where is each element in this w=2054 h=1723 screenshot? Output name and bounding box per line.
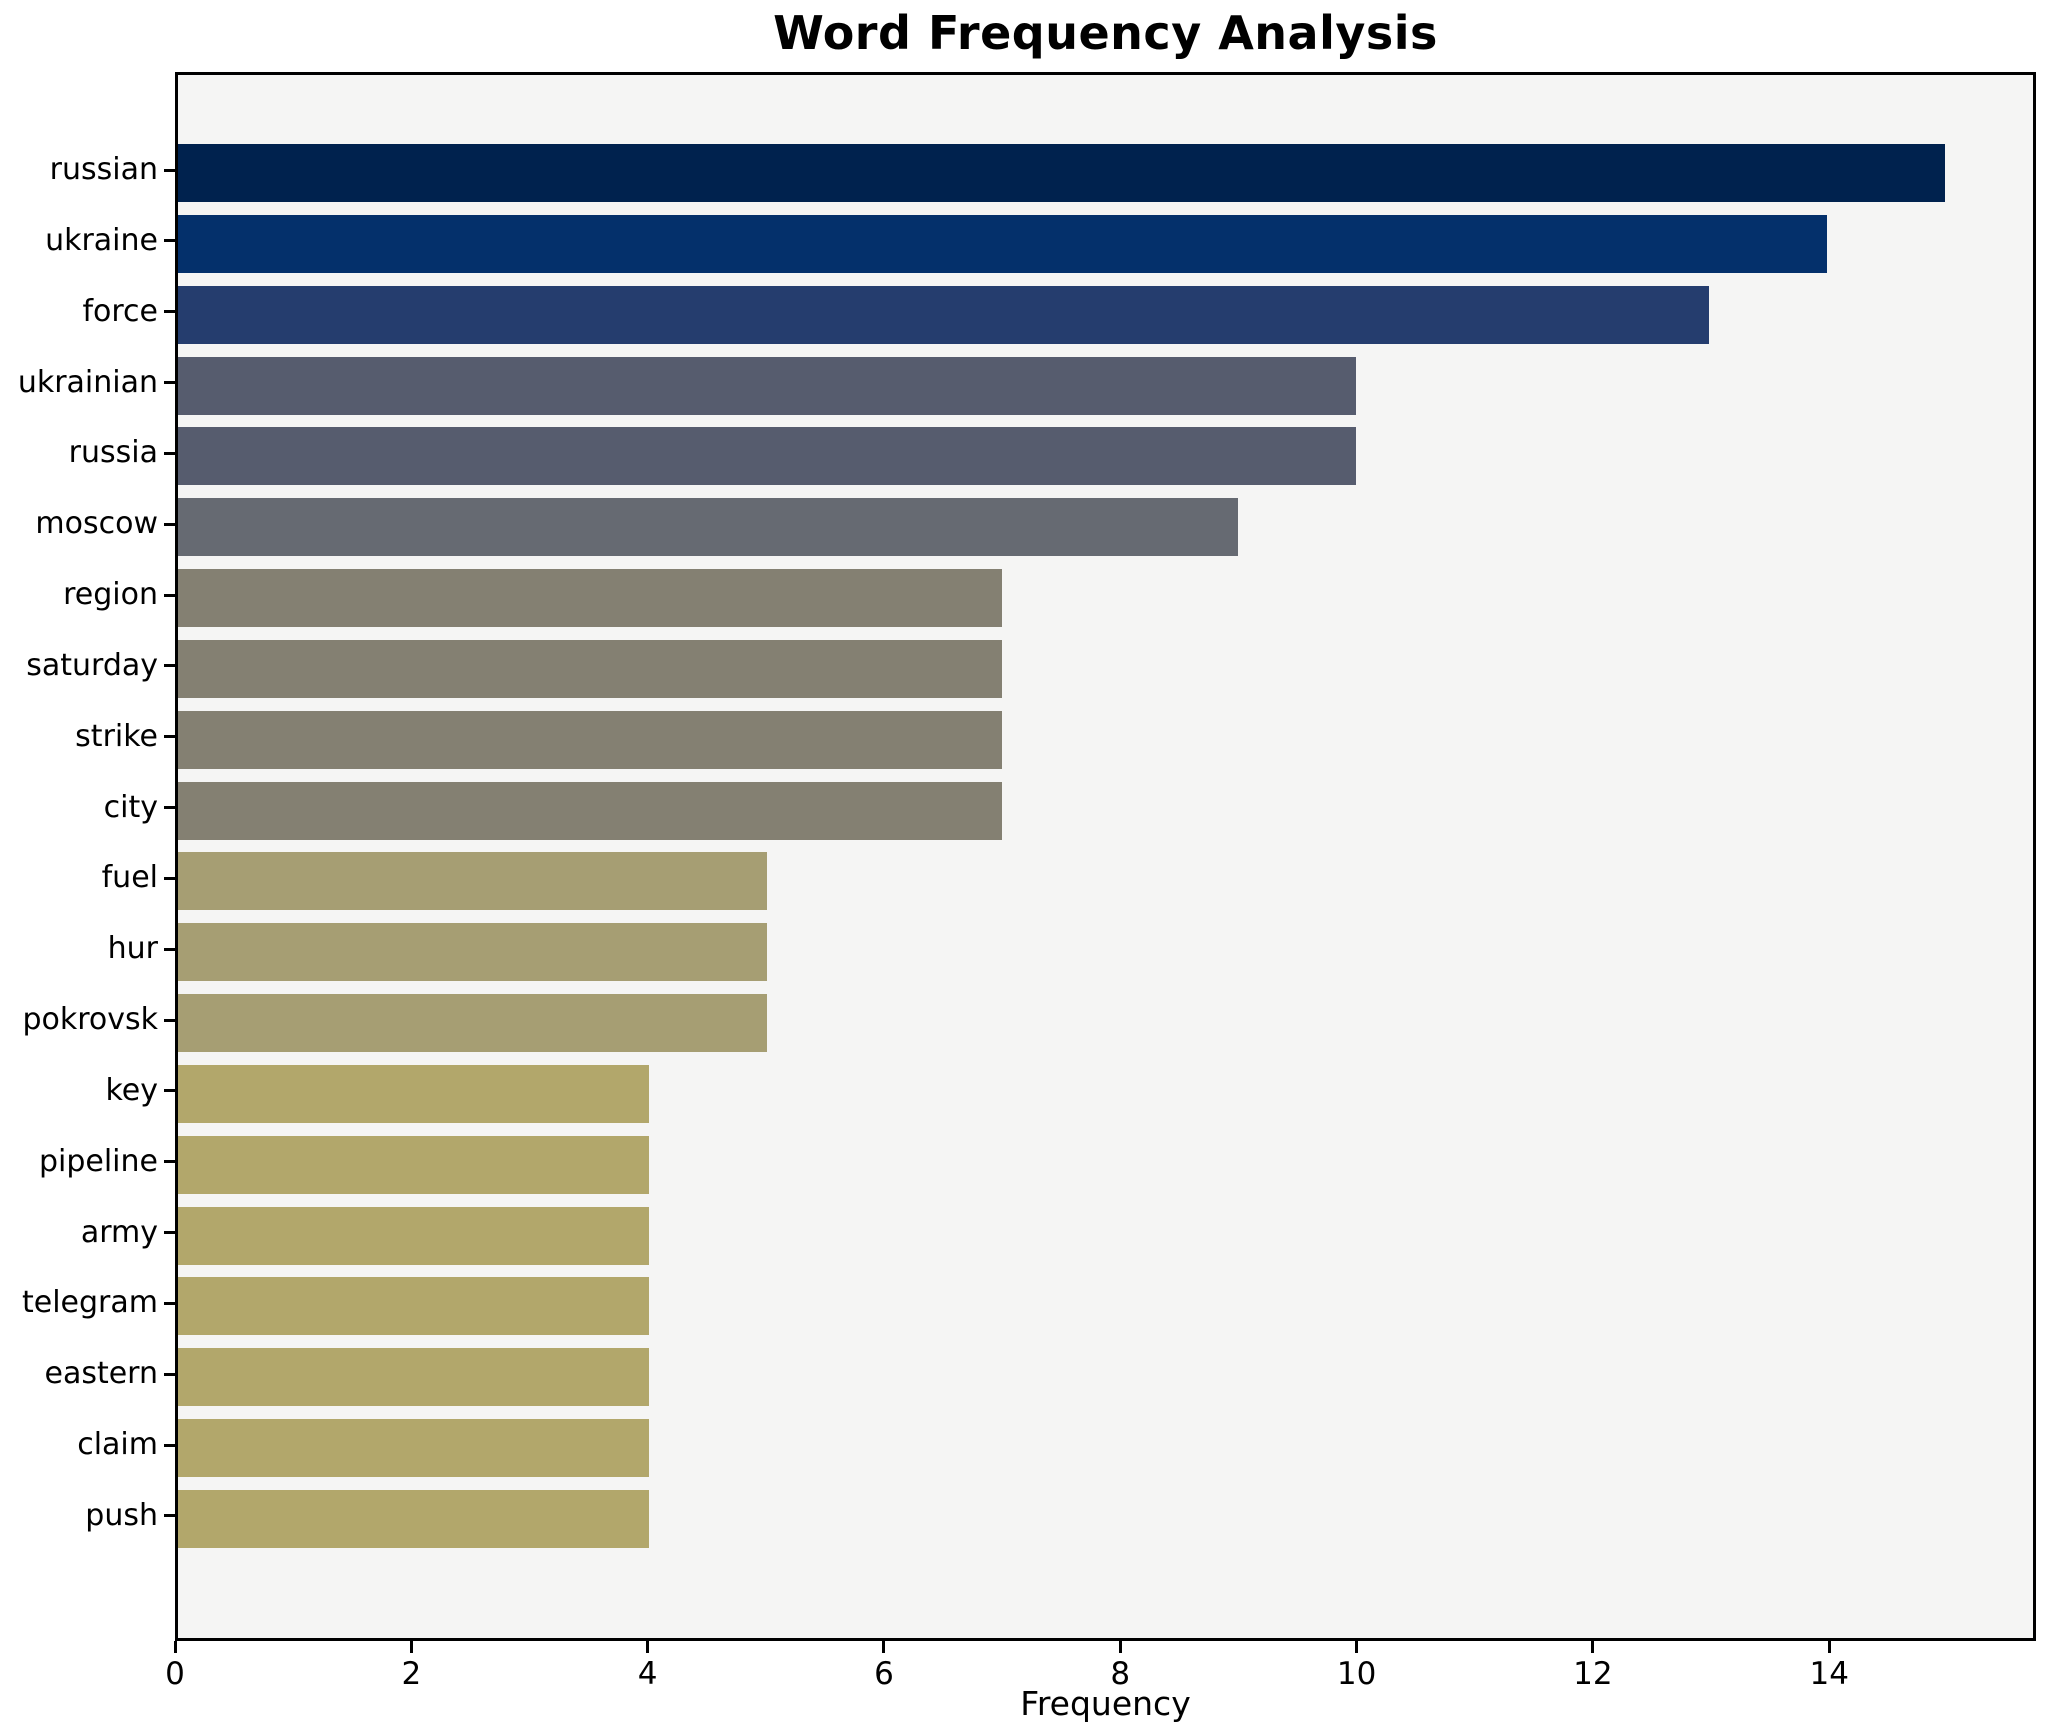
y-tick-label-strike: strike bbox=[75, 718, 158, 754]
x-tick-label-0: 0 bbox=[165, 1656, 185, 1692]
y-tick-mark bbox=[164, 1231, 175, 1235]
y-tick-label-russia: russia bbox=[68, 435, 158, 471]
bar-eastern bbox=[178, 1348, 650, 1407]
y-tick-mark bbox=[164, 876, 175, 880]
y-tick-mark bbox=[164, 806, 175, 810]
bar-saturday bbox=[178, 639, 1003, 698]
x-tick-mark bbox=[409, 1641, 413, 1653]
y-tick-mark bbox=[164, 239, 175, 243]
y-tick-label-telegram: telegram bbox=[22, 1285, 158, 1321]
y-tick-mark bbox=[164, 1514, 175, 1518]
y-tick-mark bbox=[164, 522, 175, 526]
bar-key bbox=[178, 1064, 650, 1123]
x-tick-label-10: 10 bbox=[1336, 1656, 1377, 1692]
y-tick-label-key: key bbox=[105, 1072, 158, 1108]
y-tick-mark bbox=[164, 381, 175, 385]
x-tick-mark bbox=[1591, 1641, 1595, 1653]
x-tick-mark bbox=[1827, 1641, 1831, 1653]
bar-army bbox=[178, 1206, 650, 1265]
plot-area bbox=[175, 72, 2036, 1641]
y-tick-label-claim: claim bbox=[77, 1427, 158, 1463]
y-tick-mark bbox=[164, 168, 175, 172]
y-tick-mark bbox=[164, 593, 175, 597]
x-tick-label-4: 4 bbox=[637, 1656, 658, 1692]
y-tick-mark bbox=[164, 1089, 175, 1093]
bar-fuel bbox=[178, 852, 767, 911]
y-tick-mark bbox=[164, 310, 175, 314]
chart-title: Word Frequency Analysis bbox=[773, 6, 1438, 60]
y-tick-label-army: army bbox=[80, 1214, 158, 1250]
y-tick-mark bbox=[164, 1160, 175, 1164]
bar-region bbox=[178, 569, 1003, 628]
x-tick-label-14: 14 bbox=[1809, 1656, 1849, 1692]
x-tick-label-6: 6 bbox=[874, 1656, 894, 1692]
y-tick-label-city: city bbox=[103, 789, 158, 825]
x-tick-label-2: 2 bbox=[401, 1656, 422, 1692]
y-tick-label-pokrovsk: pokrovsk bbox=[22, 1002, 158, 1038]
x-axis-label: Frequency bbox=[1020, 1684, 1191, 1723]
y-tick-label-russian: russian bbox=[49, 152, 158, 187]
bar-telegram bbox=[178, 1277, 650, 1336]
y-tick-label-hur: hur bbox=[107, 931, 158, 967]
x-tick-mark bbox=[1355, 1641, 1359, 1653]
bar-russian bbox=[178, 144, 1945, 202]
x-tick-label-8: 8 bbox=[1110, 1656, 1131, 1692]
bar-strike bbox=[178, 710, 1003, 769]
x-tick-mark bbox=[173, 1641, 177, 1653]
y-tick-label-fuel: fuel bbox=[101, 860, 158, 896]
bar-pokrovsk bbox=[178, 994, 767, 1053]
y-tick-mark bbox=[164, 1372, 175, 1376]
x-tick-mark bbox=[1118, 1641, 1122, 1653]
x-tick-mark bbox=[882, 1641, 886, 1653]
y-tick-label-eastern: eastern bbox=[44, 1356, 158, 1392]
y-tick-label-push: push bbox=[85, 1497, 158, 1533]
bar-claim bbox=[178, 1419, 650, 1478]
y-tick-label-ukraine: ukraine bbox=[45, 222, 158, 258]
bar-pipeline bbox=[178, 1135, 650, 1194]
y-tick-label-saturday: saturday bbox=[26, 647, 158, 683]
y-tick-mark bbox=[164, 735, 175, 739]
bar-force bbox=[178, 285, 1710, 344]
y-tick-mark bbox=[164, 451, 175, 455]
bar-hur bbox=[178, 923, 767, 982]
x-tick-label-12: 12 bbox=[1573, 1656, 1613, 1692]
y-tick-label-moscow: moscow bbox=[35, 506, 158, 542]
y-tick-label-force: force bbox=[82, 293, 158, 329]
y-tick-label-ukrainian: ukrainian bbox=[17, 364, 158, 400]
bar-moscow bbox=[178, 498, 1238, 557]
y-tick-mark bbox=[164, 1018, 175, 1022]
y-tick-mark bbox=[164, 1301, 175, 1305]
y-tick-mark bbox=[164, 1443, 175, 1447]
bar-push bbox=[178, 1489, 650, 1548]
y-tick-mark bbox=[164, 947, 175, 951]
bar-ukraine bbox=[178, 214, 1827, 273]
y-tick-label-pipeline: pipeline bbox=[38, 1143, 158, 1179]
bar-russia bbox=[178, 427, 1356, 486]
x-tick-mark bbox=[646, 1641, 650, 1653]
y-tick-mark bbox=[164, 664, 175, 668]
bar-ukrainian bbox=[178, 356, 1356, 415]
bars-layer bbox=[178, 75, 2033, 1638]
y-tick-label-region: region bbox=[63, 577, 158, 613]
bar-city bbox=[178, 781, 1003, 840]
